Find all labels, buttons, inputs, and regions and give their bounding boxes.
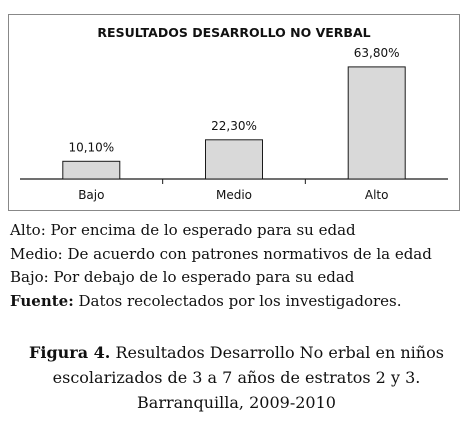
- category-label-medio: Medio: [216, 188, 252, 202]
- category-label-bajo: Bajo: [78, 188, 104, 202]
- note-alto: Alto: Por encima de lo esperado para su …: [10, 221, 356, 239]
- bar-chart: RESULTADOS DESARROLLO NO VERBAL 10,10% Ba…: [8, 14, 460, 211]
- caption-label: Figura 4.: [29, 343, 111, 362]
- bar-medio: [205, 139, 263, 180]
- data-label-medio: 22,30%: [211, 119, 257, 133]
- chart-notes: Alto: Por encima de lo esperado para su …: [10, 219, 470, 313]
- note-fuente: Fuente: Datos recolectados por los inves…: [10, 290, 470, 314]
- note-medio: Medio: De acuerdo con patrones normativo…: [10, 244, 432, 263]
- category-label-alto: Alto: [365, 188, 389, 202]
- note-bajo: Bajo: Por debajo de lo esperado para su …: [10, 268, 355, 286]
- chart-svg: RESULTADOS DESARROLLO NO VERBAL 10,10% Ba…: [8, 14, 460, 211]
- fuente-text: Datos recolectados por los investigadore…: [73, 291, 402, 310]
- chart-title: RESULTADOS DESARROLLO NO VERBAL: [97, 25, 370, 40]
- data-label-alto: 63,80%: [354, 46, 400, 60]
- caption-text: Resultados Desarrollo No erbal en niños …: [52, 343, 444, 412]
- figure-caption: Figura 4. Resultados Desarrollo No erbal…: [0, 340, 473, 415]
- fuente-label: Fuente:: [10, 291, 74, 310]
- bar-alto: [347, 66, 406, 180]
- data-label-bajo: 10,10%: [68, 140, 114, 154]
- chart-marks: 10,10% Bajo 22,30% Medio 63,80% Alto: [62, 46, 406, 202]
- bar-bajo: [62, 160, 121, 180]
